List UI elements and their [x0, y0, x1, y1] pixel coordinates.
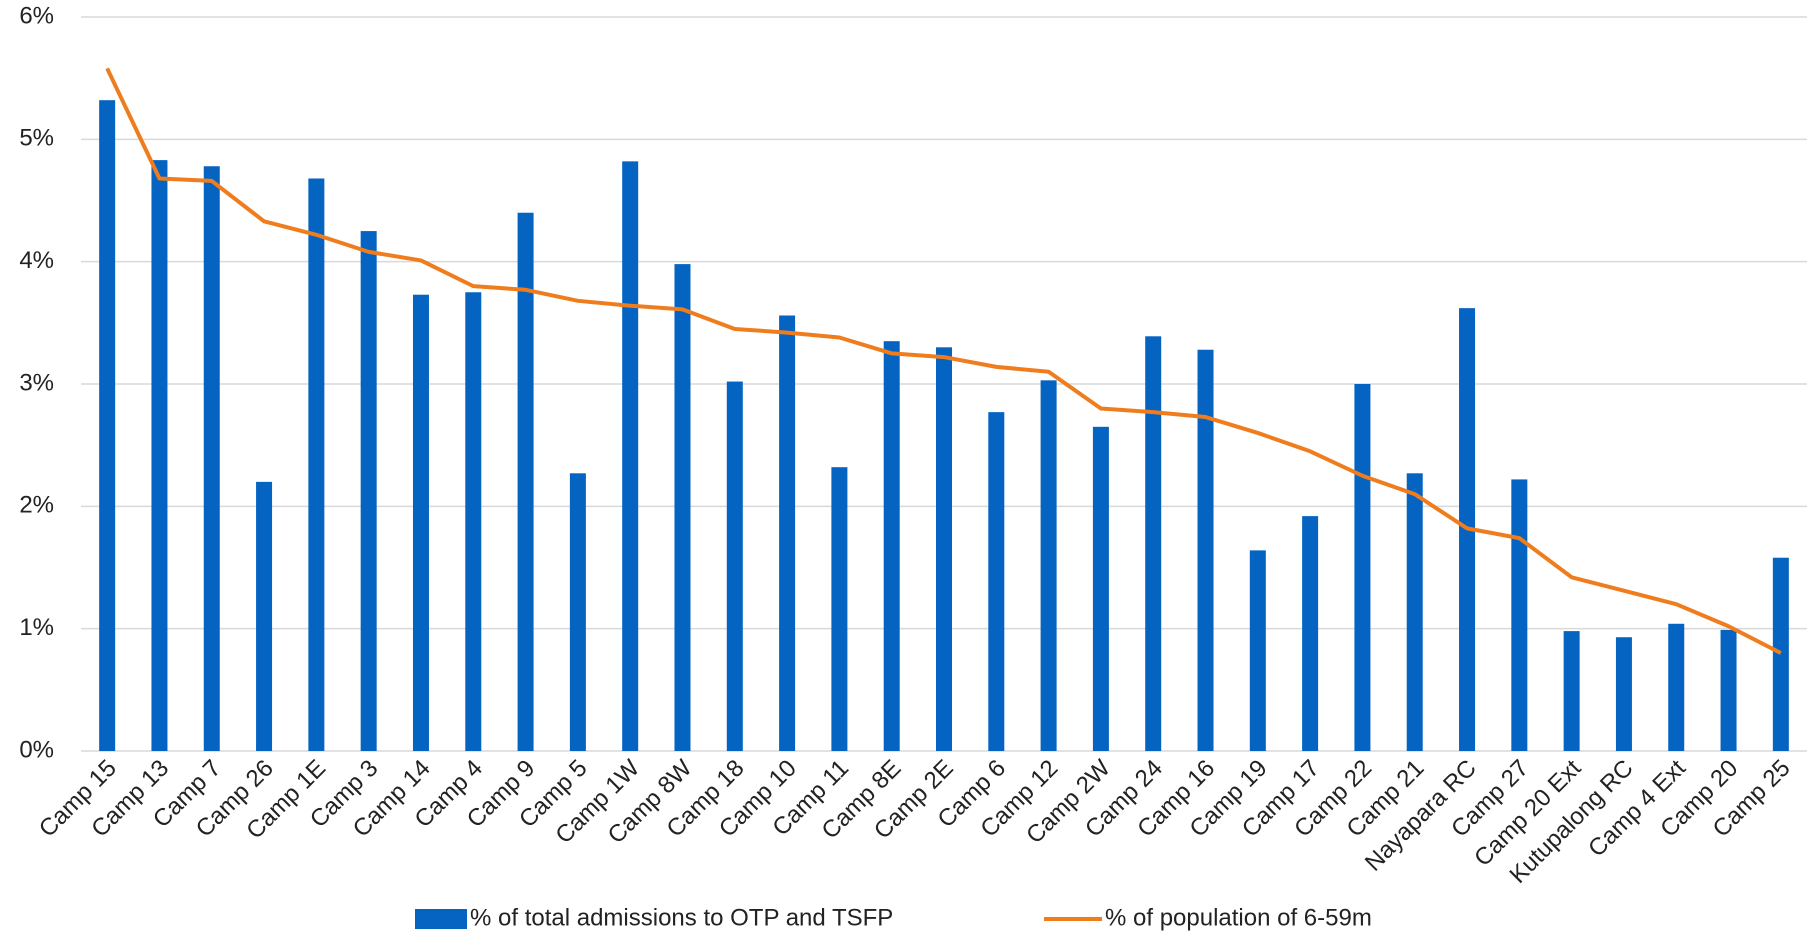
bar [1511, 479, 1528, 751]
y-tick-label: 5% [19, 125, 54, 152]
y-tick-label: 4% [19, 247, 54, 274]
bar [308, 178, 325, 752]
bar [517, 212, 534, 751]
bar [1668, 623, 1685, 751]
legend-label: % of population of 6-59m [1105, 904, 1372, 931]
y-tick-label: 6% [19, 2, 54, 29]
bar [1092, 426, 1109, 751]
bar [1302, 516, 1319, 751]
bar [1145, 336, 1162, 751]
bar [779, 315, 796, 751]
bar [1563, 631, 1580, 751]
y-tick-label: 3% [19, 369, 54, 396]
bar [831, 467, 848, 751]
legend-swatch [415, 909, 467, 929]
bar [674, 264, 691, 751]
bar [726, 381, 743, 751]
bar [465, 292, 482, 751]
bar [936, 347, 952, 751]
bar [569, 473, 586, 751]
bar [1615, 637, 1632, 751]
y-tick-label: 0% [19, 736, 54, 763]
bar [1040, 380, 1057, 751]
bar [988, 412, 1005, 751]
bar [256, 481, 273, 751]
bar [1354, 384, 1371, 751]
bar [360, 231, 377, 752]
legend-label: % of total admissions to OTP and TSFP [470, 904, 893, 931]
bar [203, 166, 220, 751]
bar [412, 294, 429, 751]
bar [1720, 629, 1737, 751]
bar [1772, 557, 1789, 751]
bar [883, 341, 900, 751]
bar [1406, 473, 1423, 751]
bar [99, 100, 116, 752]
bar [1197, 349, 1214, 751]
bar [622, 161, 639, 751]
y-tick-label: 1% [19, 614, 54, 641]
bar [1249, 550, 1266, 751]
y-tick-label: 2% [19, 492, 54, 519]
bar [151, 160, 168, 751]
line [105, 67, 1782, 655]
